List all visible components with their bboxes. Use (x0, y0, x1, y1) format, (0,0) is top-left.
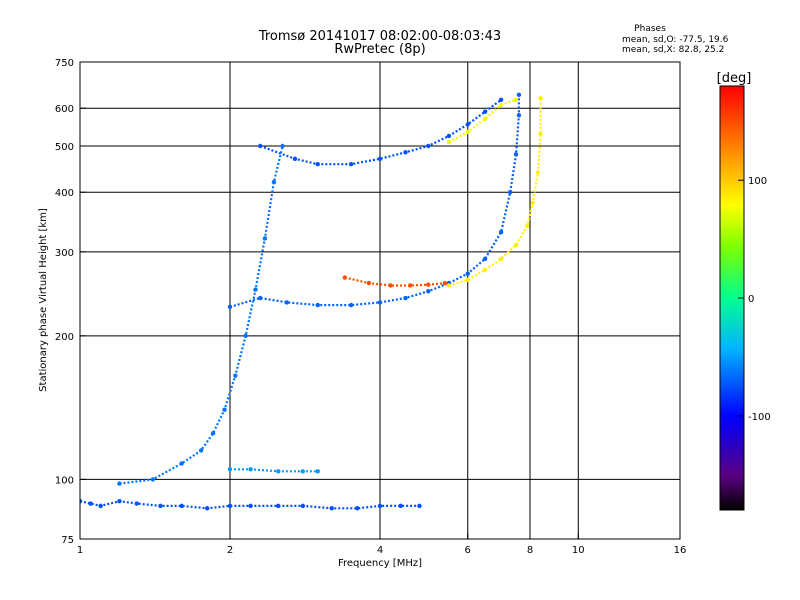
series-1 (227, 467, 320, 474)
series-trace (230, 468, 318, 473)
grid-lines (80, 62, 680, 539)
x-tick-label: 8 (527, 545, 533, 556)
phase-line-x: mean, sd,X: 82.8, 25.2 (622, 45, 724, 55)
series-6 (446, 97, 519, 145)
y-tick-label: 400 (55, 188, 74, 199)
phase-heading: Phases (634, 24, 666, 34)
series-5 (258, 97, 504, 167)
series-trace (344, 276, 446, 287)
data-points (80, 92, 543, 511)
series-trace (119, 145, 284, 485)
y-axis-label: Stationary phase Virtual Height [km] (38, 208, 49, 392)
series-trace (259, 98, 502, 166)
colorbar-label: [deg] (717, 71, 752, 86)
series-trace (448, 98, 517, 143)
x-tick-label: 10 (572, 545, 585, 556)
series-trace (229, 94, 521, 308)
colorbar-tick-label: -100 (748, 412, 771, 423)
y-tick-label: 200 (55, 332, 74, 343)
y-tick-label: 100 (55, 475, 74, 486)
data-point (315, 469, 320, 474)
y-tick-label: 75 (61, 535, 74, 546)
data-point (498, 97, 504, 102)
x-tick-label: 1 (77, 545, 83, 556)
colorbar-ticks: 100 0 -100 (738, 176, 771, 423)
data-point (442, 280, 448, 286)
x-axis: 1 2 4 6 8 10 16 (77, 533, 687, 556)
series-7 (342, 275, 448, 288)
series-0 (80, 499, 422, 511)
series-2 (117, 143, 285, 486)
y-tick-label: 600 (55, 104, 74, 115)
y-tick-label: 300 (55, 248, 74, 259)
x-tick-label: 16 (674, 545, 687, 556)
phase-line-o: mean, sd,O: -77.5, 19.6 (622, 35, 729, 45)
series-4 (446, 95, 543, 288)
series-trace (448, 98, 542, 287)
x-tick-label: 6 (465, 545, 471, 556)
chart-subtitle: RwPretec (8p) (334, 42, 425, 57)
y-axis: 75 100 200 300 400 500 600 750 (55, 58, 86, 546)
x-tick-label: 4 (377, 545, 383, 556)
data-point (280, 143, 285, 149)
y-tick-label: 750 (55, 58, 74, 69)
colorbar-tick-label: 100 (748, 176, 767, 187)
data-point (513, 97, 519, 102)
x-tick-label: 2 (227, 545, 233, 556)
colorbar-tick-label: 0 (748, 294, 754, 305)
y-tick-label: 500 (55, 142, 74, 153)
chart-title: Tromsø 20141017 08:02:00-08:03:43 (258, 29, 501, 44)
x-axis-label: Frequency [MHz] (338, 558, 422, 569)
